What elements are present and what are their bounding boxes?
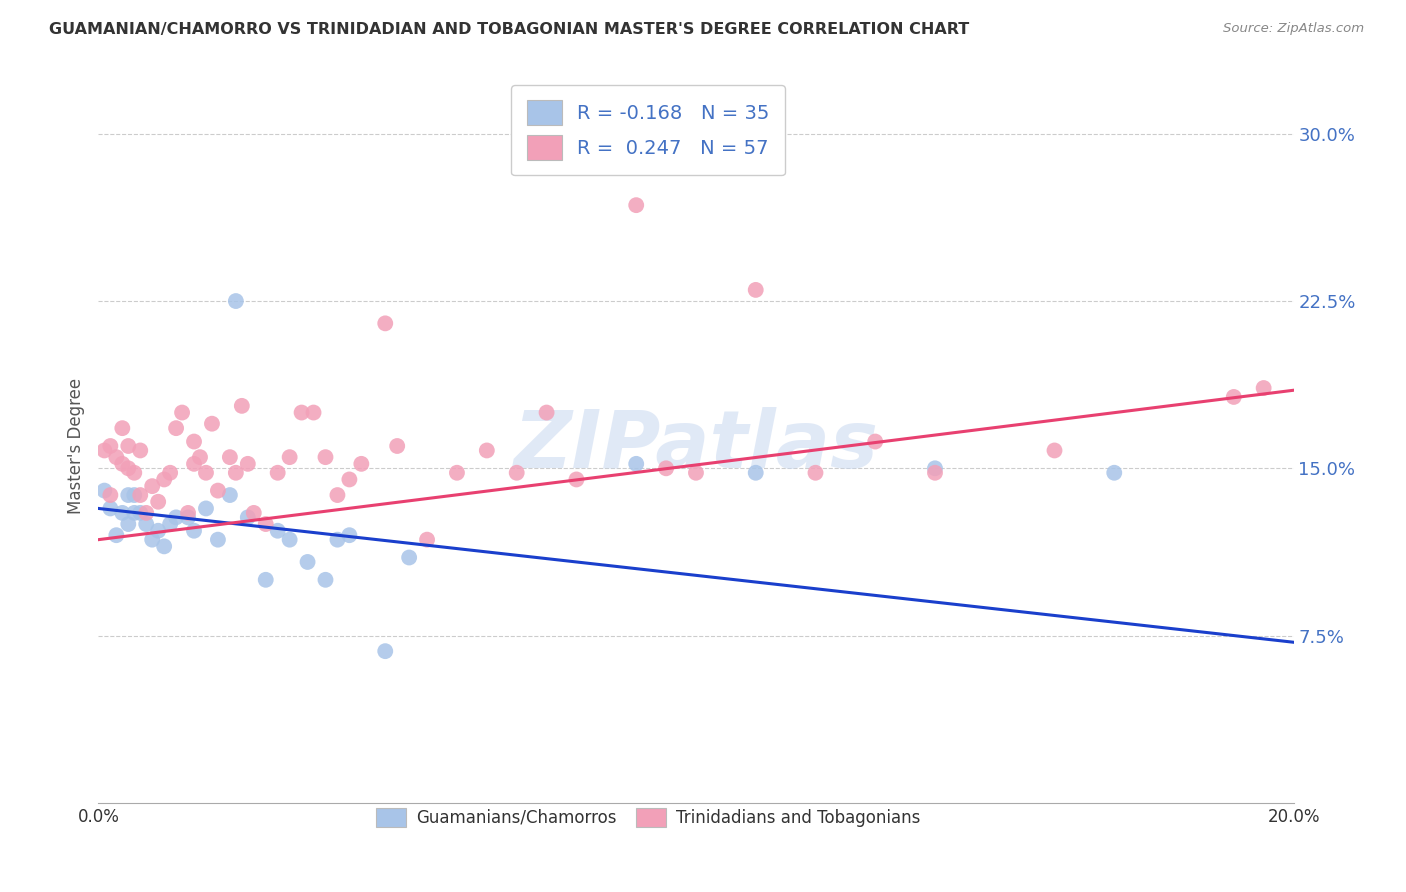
Y-axis label: Master's Degree: Master's Degree xyxy=(66,378,84,514)
Point xyxy=(124,506,146,520)
Point xyxy=(207,533,229,547)
Point xyxy=(565,473,588,487)
Point xyxy=(129,506,152,520)
Text: ZIPatlas: ZIPatlas xyxy=(513,407,879,485)
Point xyxy=(207,483,229,498)
Point xyxy=(111,457,134,471)
Point xyxy=(302,405,325,419)
Point xyxy=(254,573,277,587)
Point xyxy=(117,488,139,502)
Point xyxy=(1043,443,1066,458)
Point xyxy=(267,524,290,538)
Point xyxy=(177,506,200,520)
Point xyxy=(195,501,218,516)
Point xyxy=(117,439,139,453)
Point xyxy=(278,450,301,464)
Point xyxy=(278,533,301,547)
Point xyxy=(105,450,128,464)
Point xyxy=(924,461,946,475)
Point xyxy=(148,494,170,508)
Point xyxy=(326,488,349,502)
Point xyxy=(339,473,361,487)
Point xyxy=(865,434,887,449)
Point xyxy=(98,501,122,516)
Text: Source: ZipAtlas.com: Source: ZipAtlas.com xyxy=(1223,22,1364,36)
Point xyxy=(804,466,827,480)
Point xyxy=(195,466,218,480)
Point xyxy=(254,516,277,531)
Point xyxy=(446,466,468,480)
Point xyxy=(201,417,224,431)
Point xyxy=(243,506,266,520)
Point xyxy=(225,293,247,308)
Point xyxy=(148,524,170,538)
Point xyxy=(1104,466,1126,480)
Point xyxy=(655,461,678,475)
Point xyxy=(626,457,648,471)
Point xyxy=(93,443,115,458)
Point xyxy=(385,439,409,453)
Point xyxy=(685,466,707,480)
Point xyxy=(117,516,139,531)
Point xyxy=(165,510,187,524)
Point xyxy=(117,461,139,475)
Point xyxy=(1223,390,1246,404)
Point xyxy=(315,573,337,587)
Point xyxy=(236,510,259,524)
Point xyxy=(350,457,373,471)
Point xyxy=(153,539,176,553)
Point xyxy=(98,439,122,453)
Point xyxy=(124,488,146,502)
Point xyxy=(177,510,200,524)
Point xyxy=(475,443,498,458)
Point xyxy=(93,483,115,498)
Point xyxy=(536,405,558,419)
Point xyxy=(626,198,648,212)
Point xyxy=(745,466,768,480)
Point xyxy=(416,533,439,547)
Point xyxy=(159,466,181,480)
Point xyxy=(339,528,361,542)
Point xyxy=(231,399,253,413)
Point xyxy=(236,457,259,471)
Point xyxy=(924,466,946,480)
Point xyxy=(98,488,122,502)
Point xyxy=(506,466,529,480)
Point xyxy=(129,443,152,458)
Point xyxy=(315,450,337,464)
Point xyxy=(267,466,290,480)
Point xyxy=(398,550,420,565)
Legend: Guamanians/Chamorros, Trinidadians and Tobagonians: Guamanians/Chamorros, Trinidadians and T… xyxy=(368,801,928,834)
Point xyxy=(153,473,176,487)
Point xyxy=(326,533,349,547)
Point xyxy=(172,405,194,419)
Point xyxy=(141,479,163,493)
Point xyxy=(183,457,205,471)
Point xyxy=(297,555,319,569)
Point xyxy=(225,466,247,480)
Point xyxy=(135,506,157,520)
Point xyxy=(124,466,146,480)
Point xyxy=(135,516,157,531)
Point xyxy=(183,434,205,449)
Point xyxy=(745,283,768,297)
Point xyxy=(1253,381,1275,395)
Point xyxy=(111,506,134,520)
Point xyxy=(105,528,128,542)
Point xyxy=(111,421,134,435)
Point xyxy=(141,533,163,547)
Point xyxy=(159,516,181,531)
Point xyxy=(291,405,314,419)
Point xyxy=(165,421,187,435)
Text: GUAMANIAN/CHAMORRO VS TRINIDADIAN AND TOBAGONIAN MASTER'S DEGREE CORRELATION CHA: GUAMANIAN/CHAMORRO VS TRINIDADIAN AND TO… xyxy=(49,22,970,37)
Point xyxy=(183,524,205,538)
Point xyxy=(219,450,242,464)
Point xyxy=(188,450,211,464)
Point xyxy=(374,316,396,330)
Point xyxy=(374,644,396,658)
Point xyxy=(129,488,152,502)
Point xyxy=(219,488,242,502)
